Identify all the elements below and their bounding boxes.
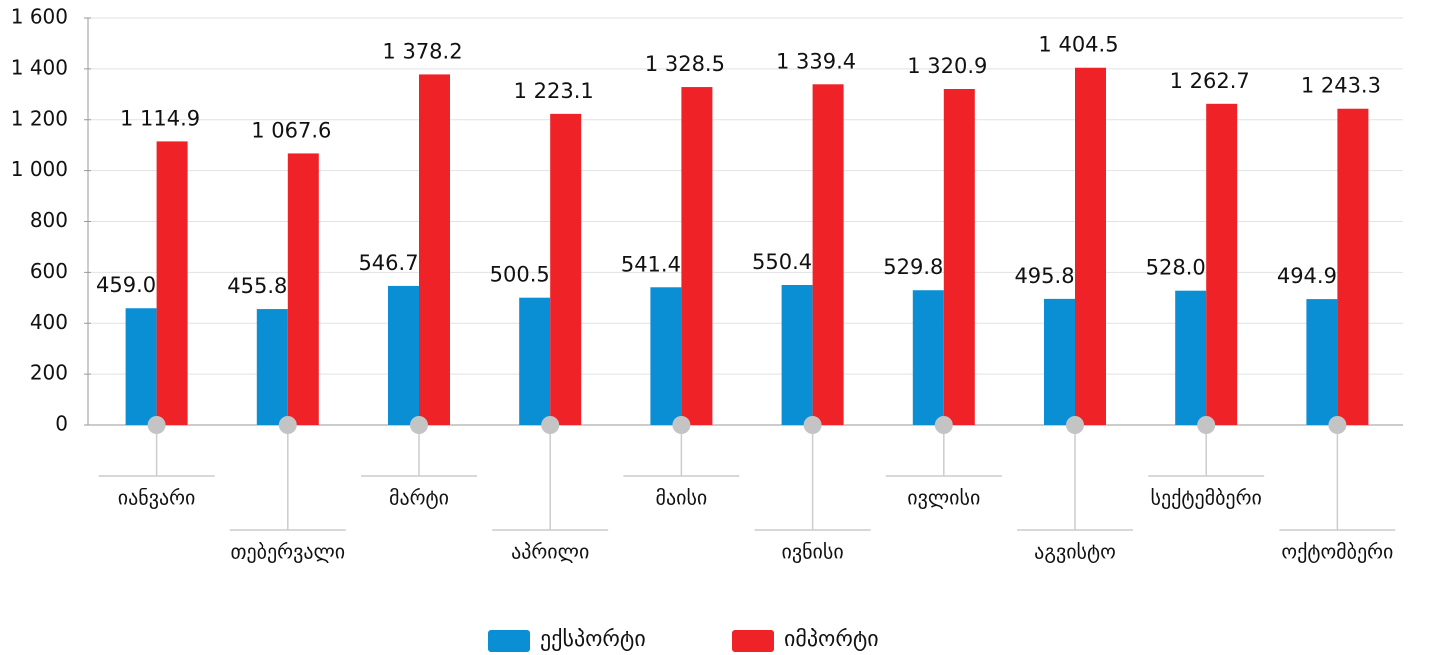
axis-dot xyxy=(410,416,428,434)
y-tick-label: 1 400 xyxy=(11,55,68,79)
value-label: 1 243.3 xyxy=(1301,74,1381,98)
value-label: 1 223.1 xyxy=(514,79,594,103)
value-label: 529.8 xyxy=(883,255,943,279)
y-tick-label: 400 xyxy=(30,310,68,334)
y-tick-label: 1 000 xyxy=(11,157,68,181)
value-label: 1 378.2 xyxy=(382,39,462,63)
bar xyxy=(550,113,582,426)
x-tick-label: მარტი xyxy=(389,486,449,510)
value-label: 550.4 xyxy=(752,250,812,274)
bar xyxy=(1306,299,1338,425)
x-tick-label: სექტემბერი xyxy=(1151,486,1262,510)
value-label: 1 114.9 xyxy=(120,106,200,130)
axis-dot xyxy=(672,416,691,434)
value-label: 500.5 xyxy=(490,263,550,287)
bar xyxy=(1044,298,1075,425)
bar xyxy=(812,84,844,425)
value-label: 546.7 xyxy=(358,251,418,275)
value-label: 1 339.4 xyxy=(776,49,856,73)
y-tick-label: 1 600 xyxy=(11,5,68,29)
y-tick-label: 600 xyxy=(30,259,68,283)
x-tick-label: ივნისი xyxy=(781,540,843,564)
axis-dot xyxy=(803,416,822,434)
value-label: 1 262.7 xyxy=(1170,69,1250,93)
bar xyxy=(912,290,944,425)
legend-swatch xyxy=(488,630,530,652)
y-tick-label: 0 xyxy=(55,412,68,436)
value-label: 528.0 xyxy=(1146,256,1206,280)
bar xyxy=(1337,108,1369,425)
value-label: 459.0 xyxy=(96,273,156,297)
x-tick-label: ოქტომბერი xyxy=(1281,540,1393,564)
axis-dot xyxy=(147,416,166,434)
legend-label: იმპორტი xyxy=(784,627,879,652)
axis-dot xyxy=(1197,416,1216,434)
axis-dot xyxy=(934,416,953,434)
bar xyxy=(681,87,713,426)
x-tick-label: მაისი xyxy=(656,486,708,510)
axis-dot xyxy=(541,416,560,434)
value-label: 1 067.6 xyxy=(251,118,331,142)
value-label: 541.4 xyxy=(621,252,681,276)
bar xyxy=(519,297,551,425)
legend-label: ექსპორტი xyxy=(540,627,646,652)
y-tick-label: 800 xyxy=(30,208,68,232)
value-label: 494.9 xyxy=(1277,264,1337,288)
value-label: 1 404.5 xyxy=(1038,33,1118,57)
value-label: 1 320.9 xyxy=(907,54,987,78)
x-tick-label: თებერვალი xyxy=(230,540,345,564)
axis-dot xyxy=(1328,416,1347,434)
value-label: 455.8 xyxy=(227,274,287,298)
value-label: 495.8 xyxy=(1014,264,1074,288)
y-tick-label: 1 200 xyxy=(11,106,68,130)
y-tick-label: 200 xyxy=(30,361,68,385)
bar xyxy=(419,74,450,425)
bar xyxy=(650,287,682,425)
bar xyxy=(781,284,813,425)
x-tick-label: აგვისტო xyxy=(1034,540,1116,564)
x-tick-label: ივლისი xyxy=(907,486,980,510)
bar xyxy=(1175,290,1207,425)
bar xyxy=(287,153,319,425)
bar xyxy=(388,285,419,425)
x-tick-label: აპრილი xyxy=(511,540,589,564)
bar xyxy=(125,308,157,425)
x-tick-label: იანვარი xyxy=(118,486,196,510)
bar xyxy=(156,141,188,425)
axis-dot xyxy=(1066,416,1084,434)
bar xyxy=(943,88,975,425)
value-label: 1 328.5 xyxy=(645,52,725,76)
legend-swatch xyxy=(732,630,774,652)
bar xyxy=(1206,103,1238,425)
axis-dot xyxy=(278,416,297,434)
bar xyxy=(1075,67,1106,425)
bar xyxy=(256,309,288,425)
